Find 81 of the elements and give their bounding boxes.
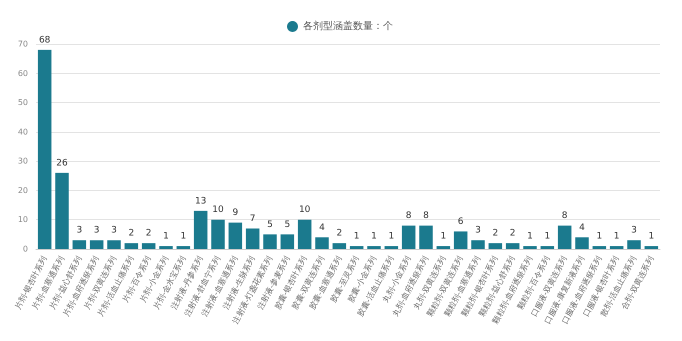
data-label: 2	[510, 228, 516, 239]
y-tick-label: 70	[18, 40, 28, 48]
bar	[332, 243, 346, 249]
bar	[575, 237, 589, 249]
legend-label: 各剂型涵盖数量：个	[303, 20, 393, 32]
data-label: 10	[212, 205, 224, 216]
y-tick-label: 60	[18, 68, 28, 78]
data-label: 68	[38, 35, 51, 46]
bar	[367, 246, 381, 249]
data-label: 8	[406, 211, 412, 222]
bar	[540, 246, 554, 249]
bar	[506, 243, 520, 249]
y-tick-label: 20	[18, 186, 28, 195]
data-label: 2	[128, 228, 134, 239]
data-label: 5	[267, 220, 273, 230]
bar	[558, 226, 572, 249]
bar	[610, 246, 624, 249]
data-label: 10	[298, 205, 311, 216]
data-label: 3	[111, 226, 117, 236]
bar	[142, 243, 156, 249]
data-label: 7	[250, 214, 256, 224]
bar	[592, 246, 606, 249]
bar	[176, 246, 190, 249]
bar	[55, 172, 69, 249]
bar	[124, 243, 138, 249]
bar	[263, 234, 277, 249]
data-label: 4	[579, 222, 586, 233]
bar	[402, 226, 416, 249]
bar	[315, 237, 329, 249]
data-label: 1	[163, 232, 169, 242]
bar	[90, 240, 104, 249]
data-label: 1	[544, 232, 550, 242]
bar	[419, 226, 433, 249]
bar	[72, 240, 86, 249]
data-label: 13	[194, 196, 206, 206]
data-label: 1	[180, 232, 186, 242]
bar	[194, 210, 208, 249]
data-label: 1	[354, 232, 360, 242]
data-label: 1	[371, 232, 377, 242]
data-label: 2	[492, 228, 498, 239]
bar	[280, 234, 294, 249]
data-label: 8	[423, 211, 430, 222]
data-label: 3	[76, 226, 82, 236]
y-tick-label: 50	[18, 98, 28, 108]
bar	[471, 240, 485, 249]
bar	[211, 220, 225, 249]
bar	[523, 246, 537, 249]
y-tick-label: 40	[18, 127, 28, 136]
y-tick-label: 10	[18, 215, 28, 224]
data-label: 1	[388, 232, 394, 242]
data-label: 8	[562, 211, 568, 222]
bar	[350, 246, 364, 249]
bar	[644, 246, 658, 249]
data-label: 9	[232, 208, 238, 218]
data-label: 1	[648, 232, 654, 242]
y-tick-label: 0	[22, 244, 28, 254]
data-label: 1	[614, 232, 620, 242]
data-label: 26	[56, 158, 68, 168]
data-label: 1	[596, 232, 602, 242]
bar	[38, 50, 52, 249]
data-label: 6	[458, 216, 464, 227]
bar	[488, 243, 502, 249]
data-label: 3	[475, 226, 481, 236]
data-label: 2	[336, 228, 342, 239]
bar	[384, 246, 398, 249]
data-label: 5	[284, 220, 290, 230]
bar	[228, 222, 242, 249]
bar	[627, 240, 641, 249]
y-tick-label: 30	[18, 156, 28, 166]
data-label: 1	[527, 232, 533, 242]
bar	[454, 231, 468, 249]
data-label: 4	[319, 222, 326, 233]
bar	[107, 240, 121, 249]
data-label: 3	[94, 226, 100, 236]
bar	[298, 220, 312, 249]
data-label: 3	[631, 226, 637, 236]
bar	[159, 246, 173, 249]
bar	[436, 246, 450, 249]
data-label: 1	[440, 232, 446, 242]
data-label: 2	[146, 228, 152, 239]
bar	[246, 228, 260, 249]
